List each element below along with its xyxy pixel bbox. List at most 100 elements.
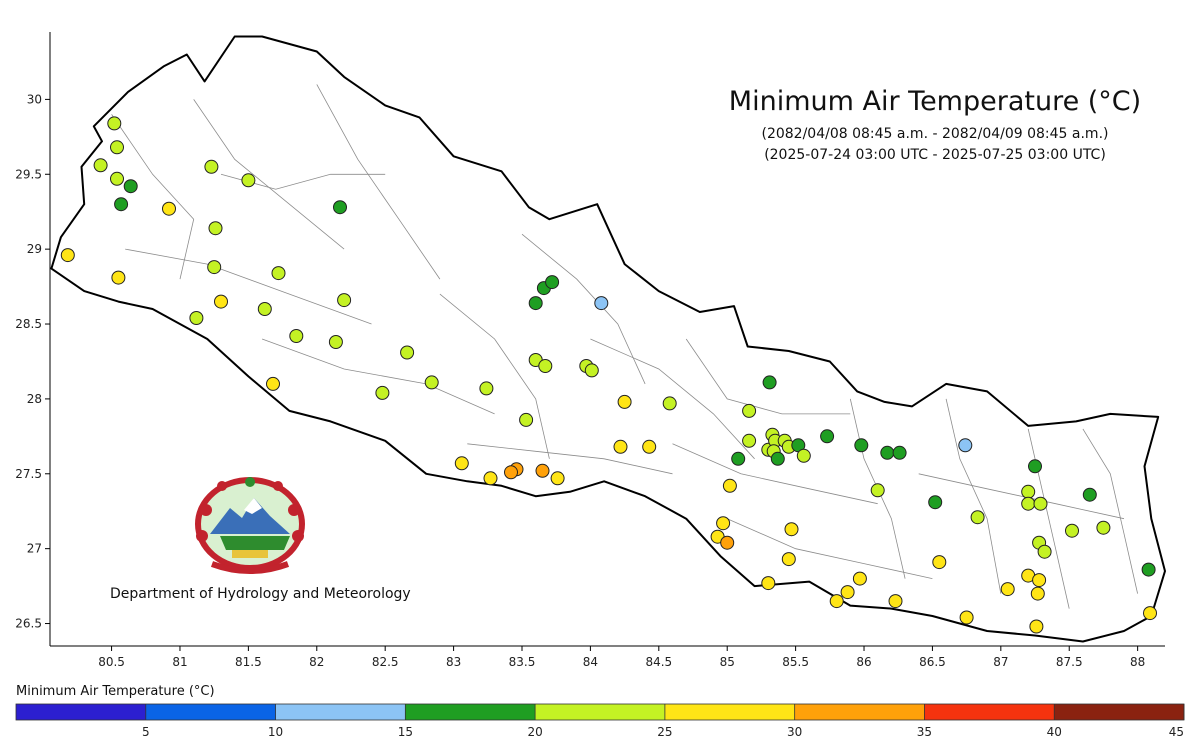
stations-layer xyxy=(60,116,1157,634)
station-marker xyxy=(742,403,757,418)
y-tick-label: 29 xyxy=(27,242,42,256)
station-marker xyxy=(731,451,746,466)
station-marker xyxy=(662,396,677,411)
station-marker xyxy=(932,555,947,570)
station-marker xyxy=(60,248,75,263)
station-marker xyxy=(796,448,811,463)
station-marker xyxy=(110,140,124,155)
legend-tick-label: 15 xyxy=(398,725,413,739)
station-marker xyxy=(519,412,534,427)
legend-tick-label: 35 xyxy=(917,725,932,739)
legend-bin xyxy=(664,704,795,720)
station-marker xyxy=(375,385,390,400)
station-marker xyxy=(617,394,632,409)
district-line xyxy=(685,338,851,415)
district-line xyxy=(590,338,755,460)
station-marker xyxy=(337,293,352,308)
legend-bin xyxy=(535,704,665,720)
station-marker xyxy=(1029,619,1044,634)
station-marker xyxy=(888,594,903,609)
station-marker xyxy=(970,510,985,525)
station-marker xyxy=(214,294,228,309)
map-subtitle-local: (2082/04/08 08:45 a.m. - 2082/04/09 08:4… xyxy=(761,126,1109,142)
legend-tick-label: 30 xyxy=(787,725,802,739)
station-marker xyxy=(1028,459,1042,474)
legend-tick-label: 20 xyxy=(527,725,542,739)
station-marker xyxy=(545,275,560,290)
station-marker xyxy=(266,376,280,391)
x-tick-label: 86 xyxy=(856,655,871,669)
station-marker xyxy=(1037,544,1052,559)
station-marker xyxy=(271,266,286,281)
district-line xyxy=(1082,428,1138,594)
district-line xyxy=(918,473,1125,520)
y-tick-label: 28 xyxy=(27,392,42,406)
station-marker xyxy=(722,478,737,493)
station-marker xyxy=(852,571,867,586)
station-marker xyxy=(535,463,550,478)
legend-bin xyxy=(145,704,276,720)
station-marker xyxy=(1141,562,1156,577)
station-marker xyxy=(762,375,777,390)
x-tick-label: 86.5 xyxy=(919,655,946,669)
station-marker xyxy=(958,438,973,453)
station-marker xyxy=(328,335,343,349)
x-tick-label: 83 xyxy=(446,655,461,669)
station-marker xyxy=(479,381,494,396)
x-tick-label: 81.5 xyxy=(235,655,262,669)
station-marker xyxy=(111,270,126,285)
station-marker xyxy=(241,173,256,188)
station-marker xyxy=(742,433,757,448)
station-marker xyxy=(1033,496,1048,511)
station-marker xyxy=(538,359,553,373)
x-tick-label: 84.5 xyxy=(645,655,672,669)
x-tick-label: 82 xyxy=(309,655,324,669)
x-tick-label: 81 xyxy=(172,655,187,669)
district-line xyxy=(125,248,372,325)
legend-tick-label: 40 xyxy=(1047,725,1062,739)
legend-tick-label: 5 xyxy=(142,725,150,739)
nepal-area xyxy=(51,36,1165,642)
station-marker xyxy=(1032,573,1047,588)
map-axes: 80.5 81 81.5 82 82.5 83 83.5 84 84.5 85 85.5 86 86.5… xyxy=(15,32,1165,669)
y-tick-label: 27 xyxy=(27,542,42,556)
station-marker xyxy=(400,345,415,360)
y-tick-label: 27.5 xyxy=(15,467,42,481)
legend-bin xyxy=(924,704,1055,720)
legend-tick-label: 10 xyxy=(268,725,283,739)
legend-colorbar: 5 10 15 20 25 30 35 40 45 xyxy=(15,703,1185,739)
station-marker xyxy=(483,471,498,486)
x-tick-label: 80.5 xyxy=(98,655,125,669)
station-marker xyxy=(107,116,122,131)
station-marker xyxy=(761,576,776,591)
station-marker xyxy=(207,260,222,275)
district-line xyxy=(111,114,195,280)
station-marker xyxy=(208,221,223,236)
station-marker xyxy=(1000,582,1015,597)
organization-name: Department of Hydrology and Meteorology xyxy=(110,586,411,602)
legend-title: Minimum Air Temperature (°C) xyxy=(16,684,215,699)
station-marker xyxy=(110,171,124,186)
station-marker xyxy=(720,535,735,550)
station-marker xyxy=(123,179,138,194)
station-marker xyxy=(1021,496,1036,511)
station-marker xyxy=(820,429,835,444)
nepal-border xyxy=(50,35,1166,643)
district-line xyxy=(316,84,441,280)
legend-bin xyxy=(1054,704,1184,720)
district-line xyxy=(261,338,495,415)
legend-bin xyxy=(275,704,406,720)
map-subtitle-utc: (2025-07-24 03:00 UTC - 2025-07-25 03:00… xyxy=(764,147,1106,163)
station-marker xyxy=(528,296,543,311)
station-marker xyxy=(892,445,907,460)
x-tick-label: 88 xyxy=(1130,655,1145,669)
district-line xyxy=(439,293,550,459)
legend-tick-label: 25 xyxy=(657,725,672,739)
legend-bin xyxy=(405,704,536,720)
station-marker xyxy=(162,201,176,216)
station-marker xyxy=(1021,484,1036,499)
station-marker xyxy=(1065,523,1079,538)
station-marker xyxy=(829,594,844,609)
map-title: Minimum Air Temperature (°C) xyxy=(728,86,1142,117)
x-tick-label: 87 xyxy=(993,655,1008,669)
